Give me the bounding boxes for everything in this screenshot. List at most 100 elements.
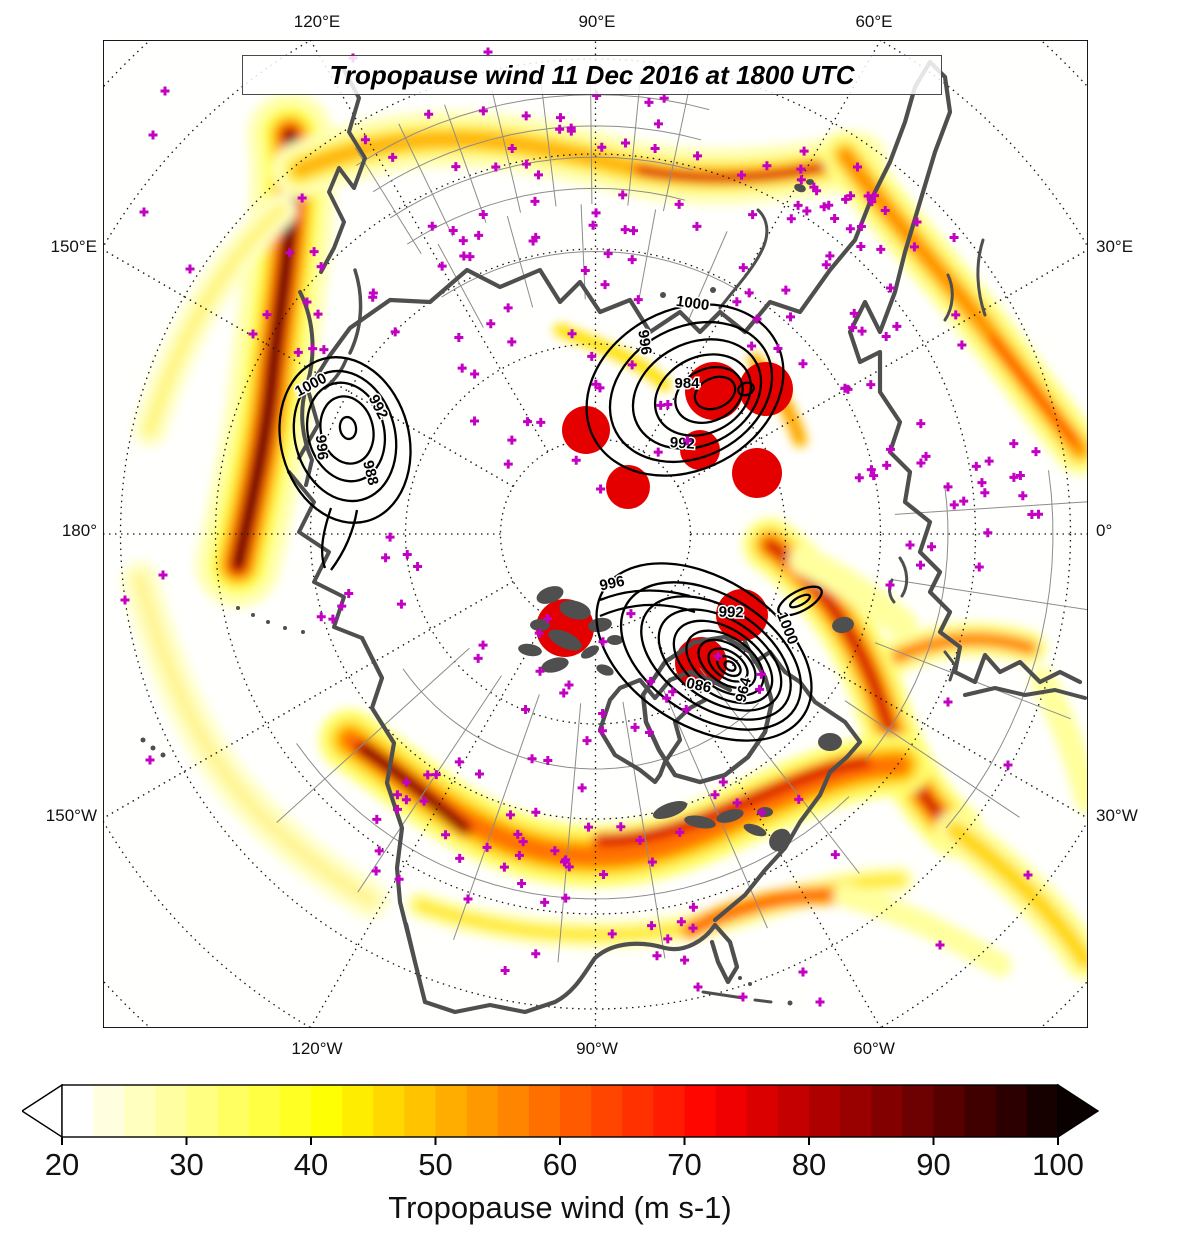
station-plus-marker <box>535 666 545 676</box>
pressure-contour <box>305 381 387 483</box>
station-plus-marker <box>160 86 170 96</box>
station-plus-marker <box>682 436 692 446</box>
station-plus-marker <box>796 175 806 185</box>
station-plus-marker <box>857 326 867 336</box>
station-plus-marker <box>830 850 840 860</box>
island-dot <box>283 626 287 630</box>
station-plus-marker <box>909 242 919 252</box>
station-plus-marker <box>674 199 684 209</box>
colorbar-tick-label: 40 <box>294 1147 328 1182</box>
station-plus-marker <box>328 614 338 624</box>
station-plus-marker <box>465 252 475 262</box>
station-plus-marker <box>849 308 859 318</box>
station-plus-marker <box>943 482 953 492</box>
station-plus-marker <box>680 955 690 965</box>
axis-tick-label: 180° <box>61 521 97 540</box>
colorbar-segment <box>155 1085 188 1137</box>
station-plus-marker <box>474 769 484 779</box>
island <box>559 600 591 620</box>
island <box>530 619 550 631</box>
admin-border <box>891 579 1088 611</box>
station-plus-marker <box>786 214 796 224</box>
station-plus-marker <box>744 288 754 298</box>
pressure-contour <box>292 369 398 503</box>
colorbar-tick-label: 80 <box>792 1147 826 1182</box>
station-plus-marker <box>867 197 877 207</box>
admin-border <box>662 88 690 212</box>
colorbar-segment <box>902 1085 935 1137</box>
coastline <box>422 922 740 1015</box>
admin-border <box>372 125 702 193</box>
station-plus-marker <box>629 226 639 236</box>
station-plus-marker <box>1009 472 1019 482</box>
colorbar-segment <box>653 1085 686 1137</box>
island <box>588 617 612 633</box>
station-plus-marker <box>507 144 517 154</box>
station-plus-marker <box>531 807 541 817</box>
station-plus-marker <box>949 500 959 510</box>
station-plus-marker <box>248 329 258 339</box>
station-plus-marker <box>866 380 876 390</box>
pressure-contour <box>585 303 785 477</box>
station-plus-marker <box>732 297 742 307</box>
admin-border <box>506 215 534 308</box>
wind-band <box>1030 667 1088 813</box>
island <box>548 629 582 651</box>
axis-tick-label: 150°E <box>50 237 97 256</box>
island <box>684 815 716 829</box>
station-plus-marker <box>474 230 484 240</box>
station-plus-marker <box>523 417 533 427</box>
station-plus-marker <box>921 451 931 461</box>
station-plus-marker <box>431 770 441 780</box>
colorbar-bar: 20 30 40 50 60 70 80 90 100 <box>22 1083 1100 1182</box>
colorbar-label: Tropopause wind (m s-1) <box>388 1190 731 1225</box>
wind-band <box>360 746 467 830</box>
coastline <box>701 990 773 1004</box>
pressure-contour <box>674 366 744 424</box>
station-plus-marker <box>1023 870 1033 880</box>
station-plus-marker <box>372 814 382 824</box>
station-plus-marker <box>507 435 517 445</box>
station-plus-marker <box>478 106 488 116</box>
pressure-contour <box>319 395 375 465</box>
colorbar-segment <box>746 1085 779 1137</box>
station-plus-marker <box>799 146 809 156</box>
station-plus-marker <box>1009 439 1019 449</box>
station-plus-marker <box>659 93 669 103</box>
station-plus-marker <box>846 191 856 201</box>
axis-tick-label: 90°E <box>578 12 616 31</box>
station-plus-marker <box>514 850 524 860</box>
island <box>769 828 791 852</box>
island <box>518 643 542 657</box>
station-plus-marker <box>507 337 517 347</box>
station-plus-marker <box>1033 509 1043 519</box>
colorbar-segment <box>777 1085 810 1137</box>
station-plus-marker <box>451 162 461 172</box>
station-plus-marker <box>892 321 902 331</box>
station-plus-marker <box>693 151 703 161</box>
pressure-contour <box>723 660 737 672</box>
colorbar-segment <box>622 1085 654 1137</box>
station-plus-marker <box>309 247 319 257</box>
station-plus-marker <box>413 562 423 572</box>
station-plus-marker <box>527 754 537 764</box>
island-dot <box>140 737 146 743</box>
colorbar-segment <box>871 1085 903 1137</box>
colorbar-segment <box>373 1085 405 1137</box>
coastline <box>640 634 775 785</box>
station-plus-marker <box>798 359 808 369</box>
colorbar-tick-label: 30 <box>169 1147 203 1182</box>
station-plus-marker <box>626 609 636 619</box>
pressure-contour <box>321 507 333 569</box>
axis-tick-label: 90°W <box>576 1039 618 1058</box>
station-plus-marker <box>319 345 329 355</box>
station-plus-marker <box>313 309 323 319</box>
pressure-contour <box>595 562 813 742</box>
colorbar-segment <box>248 1085 281 1137</box>
station-plus-marker <box>390 327 400 337</box>
colorbar-segment <box>591 1085 623 1137</box>
station-plus-marker <box>824 200 834 210</box>
colorbar-segment <box>684 1085 717 1137</box>
island <box>607 635 623 645</box>
station-plus-marker <box>718 777 728 787</box>
